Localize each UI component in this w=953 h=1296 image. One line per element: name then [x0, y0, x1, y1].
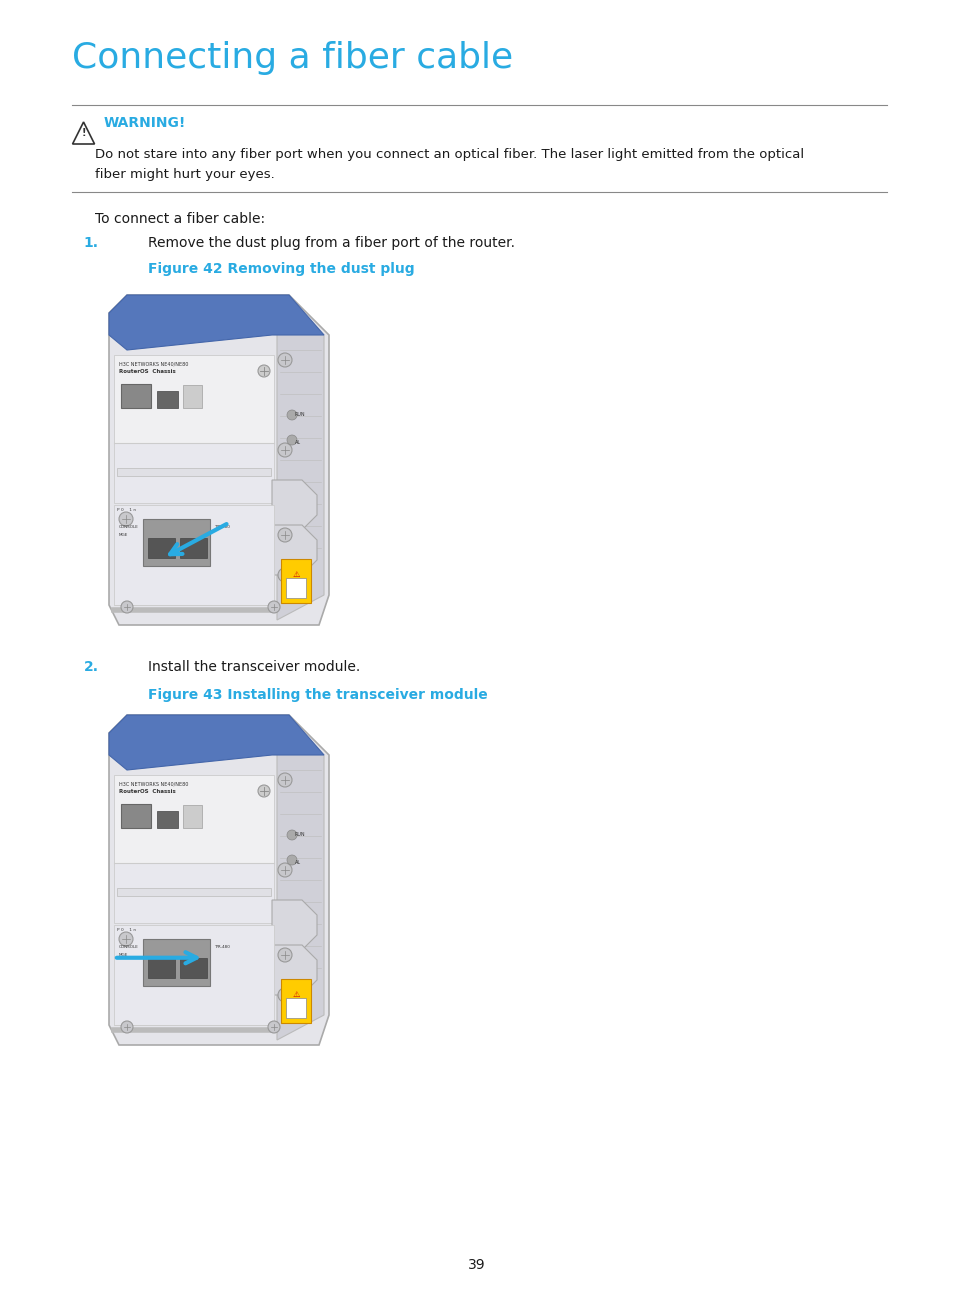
Text: RUN: RUN: [294, 832, 305, 837]
Circle shape: [277, 443, 292, 457]
Circle shape: [121, 1021, 132, 1033]
Circle shape: [121, 601, 132, 613]
FancyBboxPatch shape: [286, 578, 306, 597]
Text: 39: 39: [468, 1258, 485, 1271]
FancyBboxPatch shape: [281, 978, 311, 1023]
Text: To connect a fiber cable:: To connect a fiber cable:: [95, 213, 265, 226]
Circle shape: [287, 410, 296, 420]
Text: WARNING!: WARNING!: [104, 117, 186, 130]
Circle shape: [287, 435, 296, 445]
Text: Figure 43 Installing the transceiver module: Figure 43 Installing the transceiver mod…: [148, 688, 487, 702]
Polygon shape: [276, 721, 324, 1039]
FancyBboxPatch shape: [180, 538, 207, 559]
Circle shape: [277, 947, 292, 962]
Text: !: !: [81, 128, 86, 139]
Polygon shape: [109, 295, 329, 625]
Text: Install the transceiver module.: Install the transceiver module.: [148, 660, 359, 674]
FancyBboxPatch shape: [281, 559, 311, 603]
Circle shape: [277, 568, 292, 582]
Text: 2.: 2.: [83, 660, 98, 674]
Text: MGE: MGE: [119, 533, 129, 537]
FancyBboxPatch shape: [183, 385, 202, 407]
Text: CONSOLE: CONSOLE: [119, 525, 139, 529]
Polygon shape: [109, 715, 324, 770]
Circle shape: [119, 512, 132, 526]
Text: CONSOLE: CONSOLE: [119, 945, 139, 949]
Circle shape: [257, 785, 270, 797]
FancyBboxPatch shape: [183, 805, 202, 828]
FancyBboxPatch shape: [157, 810, 178, 828]
Circle shape: [277, 772, 292, 787]
Text: Figure 42 Removing the dust plug: Figure 42 Removing the dust plug: [148, 262, 414, 276]
Text: RUN: RUN: [294, 412, 305, 417]
Circle shape: [268, 1021, 280, 1033]
Text: H3C NETWORKS NE40/NE80: H3C NETWORKS NE40/NE80: [119, 362, 188, 365]
Polygon shape: [276, 299, 324, 619]
Text: T/R-480: T/R-480: [213, 525, 230, 529]
Text: P 0    1 n: P 0 1 n: [117, 928, 136, 932]
Circle shape: [287, 829, 296, 840]
Circle shape: [287, 855, 296, 864]
Text: RouterOS  Chassis: RouterOS Chassis: [119, 369, 175, 375]
Text: ⚠: ⚠: [292, 569, 299, 578]
FancyBboxPatch shape: [286, 998, 306, 1017]
FancyBboxPatch shape: [180, 958, 207, 978]
FancyBboxPatch shape: [121, 804, 151, 828]
Circle shape: [257, 365, 270, 377]
Text: MGE: MGE: [119, 953, 129, 956]
FancyBboxPatch shape: [143, 518, 210, 566]
Polygon shape: [272, 945, 316, 995]
Text: AL: AL: [294, 854, 301, 866]
Polygon shape: [109, 715, 329, 1045]
FancyBboxPatch shape: [113, 443, 274, 503]
FancyBboxPatch shape: [148, 958, 174, 978]
Text: AL: AL: [294, 434, 301, 446]
Circle shape: [277, 863, 292, 877]
FancyBboxPatch shape: [113, 355, 274, 443]
Text: Remove the dust plug from a fiber port of the router.: Remove the dust plug from a fiber port o…: [148, 236, 515, 250]
Circle shape: [277, 353, 292, 367]
Polygon shape: [272, 480, 316, 530]
FancyBboxPatch shape: [143, 940, 210, 986]
Polygon shape: [272, 525, 316, 575]
Text: RouterOS  Chassis: RouterOS Chassis: [119, 789, 175, 794]
Circle shape: [277, 988, 292, 1002]
Circle shape: [119, 932, 132, 946]
Circle shape: [277, 527, 292, 542]
FancyBboxPatch shape: [157, 390, 178, 407]
FancyBboxPatch shape: [148, 538, 174, 559]
Text: ⚠: ⚠: [292, 990, 299, 998]
Text: 1.: 1.: [83, 236, 98, 250]
Text: H3C NETWORKS NE40/NE80: H3C NETWORKS NE40/NE80: [119, 781, 188, 785]
Text: T/R-480: T/R-480: [213, 945, 230, 949]
FancyBboxPatch shape: [113, 863, 274, 923]
Text: Do not stare into any fiber port when you connect an optical fiber. The laser li: Do not stare into any fiber port when yo…: [95, 148, 803, 161]
FancyBboxPatch shape: [121, 384, 151, 408]
Circle shape: [268, 601, 280, 613]
FancyBboxPatch shape: [113, 775, 274, 863]
FancyBboxPatch shape: [113, 925, 274, 1025]
Polygon shape: [109, 295, 324, 350]
Text: P 0    1 n: P 0 1 n: [117, 508, 136, 512]
FancyBboxPatch shape: [117, 888, 271, 896]
Text: fiber might hurt your eyes.: fiber might hurt your eyes.: [95, 168, 274, 181]
FancyBboxPatch shape: [113, 505, 274, 605]
FancyBboxPatch shape: [117, 468, 271, 476]
Text: Connecting a fiber cable: Connecting a fiber cable: [71, 41, 512, 75]
Polygon shape: [272, 899, 316, 950]
